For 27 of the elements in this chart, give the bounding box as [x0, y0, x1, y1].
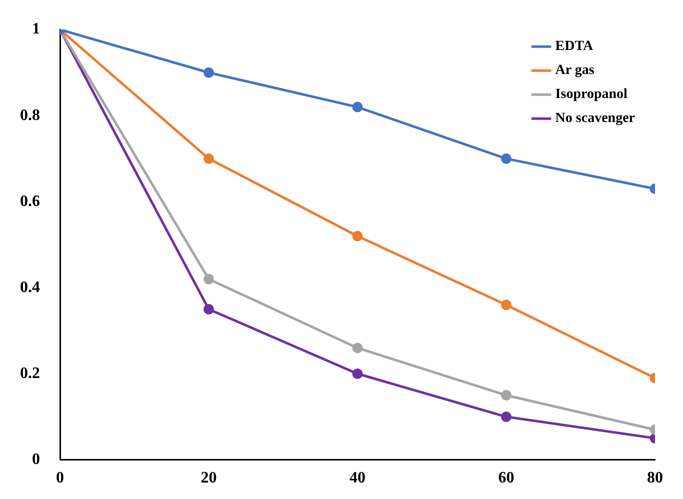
legend-label: No scavenger [555, 111, 636, 126]
point [352, 102, 363, 112]
point [204, 67, 214, 78]
legend-label: EDTA [555, 39, 594, 54]
point [501, 390, 512, 401]
point [501, 153, 512, 164]
y-tick-label: 0 [32, 450, 40, 468]
x-tick-label: 60 [498, 470, 514, 487]
y-tick-label: 0.6 [20, 192, 40, 210]
legend-label: Isopropanol [555, 87, 628, 102]
point [352, 230, 363, 242]
point [501, 300, 512, 310]
point [501, 412, 512, 422]
point [204, 304, 214, 314]
y-tick-label: 1 [32, 20, 40, 38]
x-tick-label: 20 [200, 470, 217, 487]
point [352, 368, 363, 380]
y-tick-label: 0.4 [20, 278, 40, 296]
x-tick-label: 0 [56, 470, 64, 487]
point [204, 274, 214, 284]
legend-label: Ar gas [555, 63, 595, 78]
y-tick-label: 0.2 [20, 364, 40, 382]
point [204, 153, 214, 164]
point [352, 342, 363, 354]
x-tick-label: 40 [350, 470, 366, 487]
x-tick-label: 80 [647, 470, 663, 487]
y-tick-label: 0.8 [20, 106, 40, 124]
